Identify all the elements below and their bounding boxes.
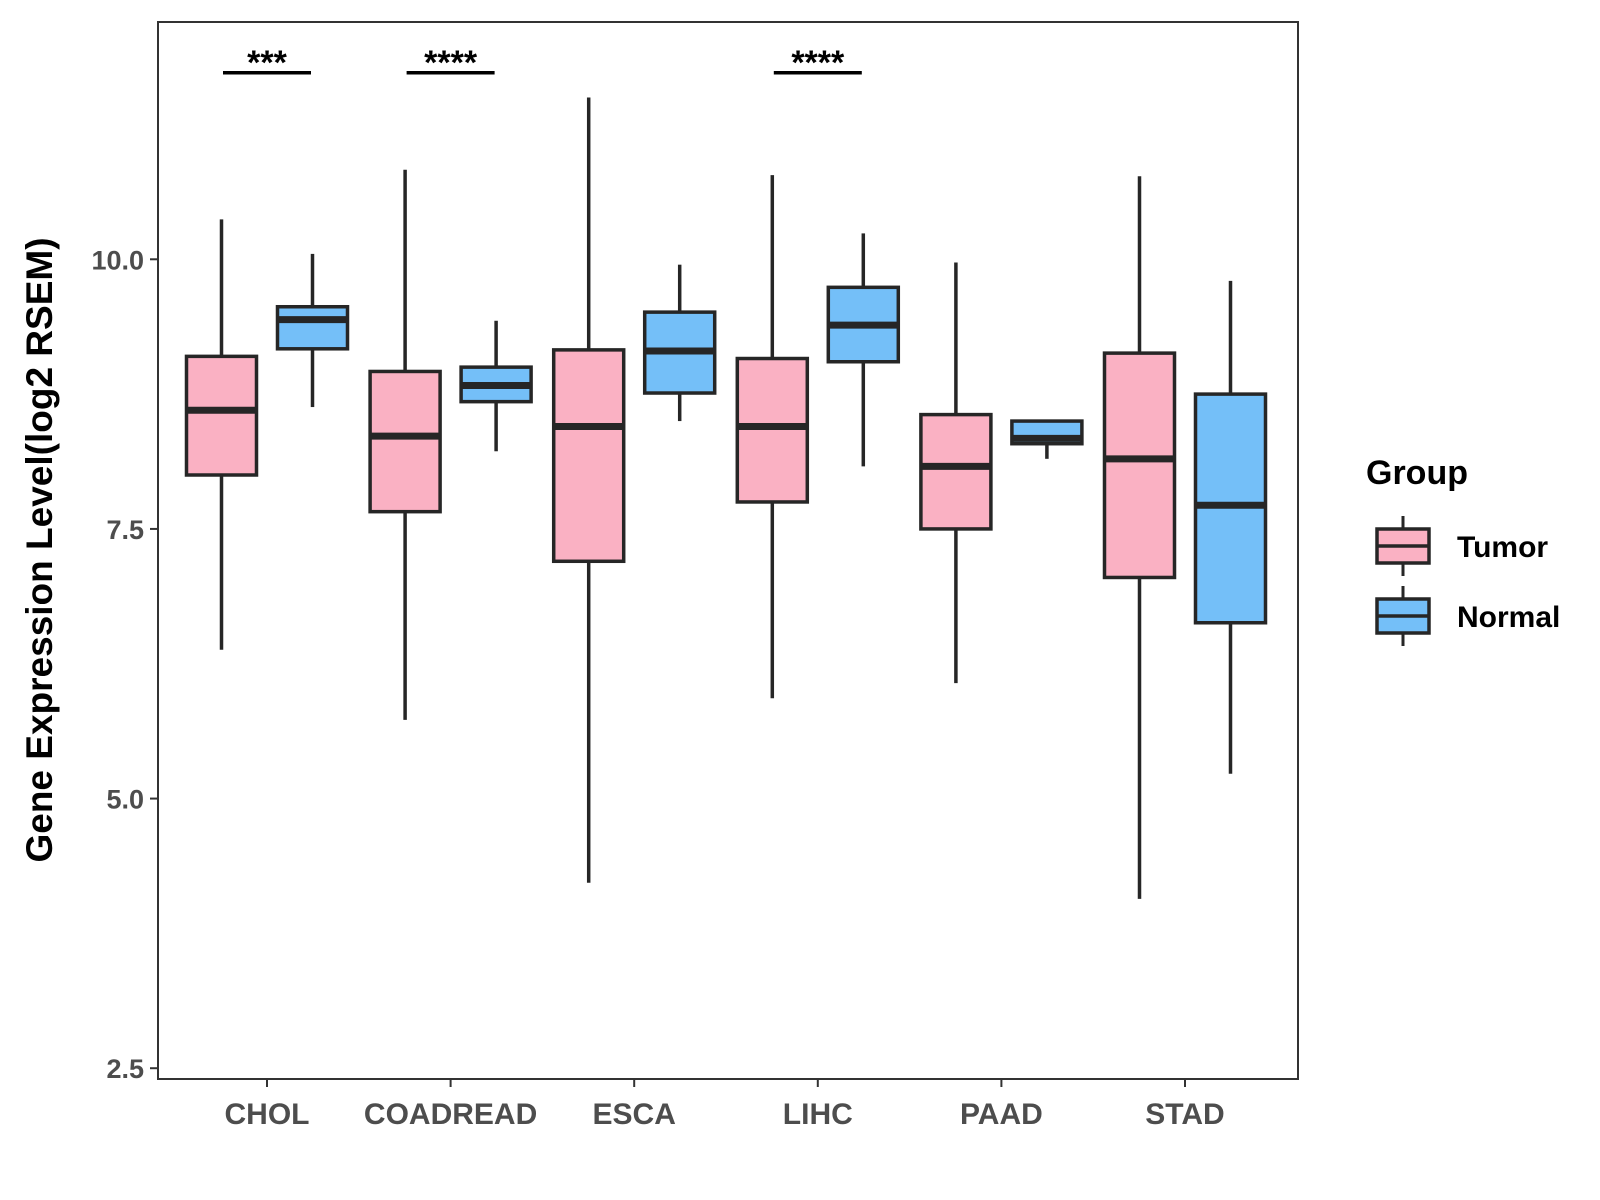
legend-label-normal: Normal (1457, 601, 1560, 634)
significance-chol: *** (223, 44, 311, 82)
iqr-box (919, 412, 993, 531)
legend: Group Tumor Normal (1366, 454, 1560, 646)
legend-label-tumor: Tumor (1457, 531, 1548, 564)
y-tick-label: 10.0 (91, 245, 144, 275)
x-tick-label-paad: PAAD (960, 1098, 1043, 1131)
y-tick-label: 5.0 (106, 785, 144, 815)
x-tick-label-stad: STAD (1145, 1098, 1224, 1131)
box-normal-coadread (459, 320, 533, 452)
iqr-box (275, 304, 350, 351)
legend-item-normal: Normal (1375, 586, 1560, 646)
legend-items: Tumor Normal (1375, 516, 1560, 646)
box-normal-stad (1193, 280, 1268, 774)
significance-lihc: **** (773, 44, 862, 82)
box-normal-esca (642, 264, 717, 422)
iqr-box (184, 354, 259, 477)
significance-coadread: **** (406, 44, 495, 82)
iqr-box (551, 348, 626, 564)
box-normal-paad (1010, 419, 1084, 459)
iqr-box (368, 369, 442, 514)
significance-label: *** (247, 44, 287, 82)
y-axis: 2.5 5.0 7.5 10.0 (91, 245, 158, 1084)
x-tick-label-esca: ESCA (593, 1098, 676, 1131)
legend-key-normal (1375, 586, 1431, 646)
x-tick-label-lihc: LIHC (783, 1098, 853, 1131)
x-tick-label-coadread: COADREAD (364, 1098, 537, 1131)
iqr-box (1102, 351, 1177, 580)
box-normal-lihc (826, 233, 901, 467)
box-tumor-stad (1102, 176, 1177, 899)
box-normal-chol (275, 253, 350, 408)
box-tumor-coadread (368, 169, 442, 720)
y-tick-label: 2.5 (106, 1054, 144, 1084)
x-axis: CHOL COADREAD ESCA LIHC PAAD STAD (225, 1079, 1225, 1131)
legend-key-tumor (1375, 516, 1431, 576)
significance-label: **** (424, 44, 478, 82)
box-tumor-paad (919, 262, 993, 684)
x-tick-label-chol: CHOL (225, 1098, 310, 1131)
legend-title: Group (1366, 454, 1468, 492)
y-axis-title: Gene Expression Level(log2 RSEM) (19, 237, 60, 862)
box-tumor-esca (551, 97, 626, 883)
y-tick-label: 7.5 (106, 515, 144, 545)
iqr-box (735, 356, 810, 504)
box-tumor-lihc (735, 175, 810, 699)
significance-annotations: *** **** **** (223, 44, 862, 82)
boxes (184, 97, 1268, 899)
significance-label: **** (791, 44, 845, 82)
legend-item-tumor: Tumor (1375, 516, 1548, 576)
box-tumor-chol (184, 219, 259, 650)
